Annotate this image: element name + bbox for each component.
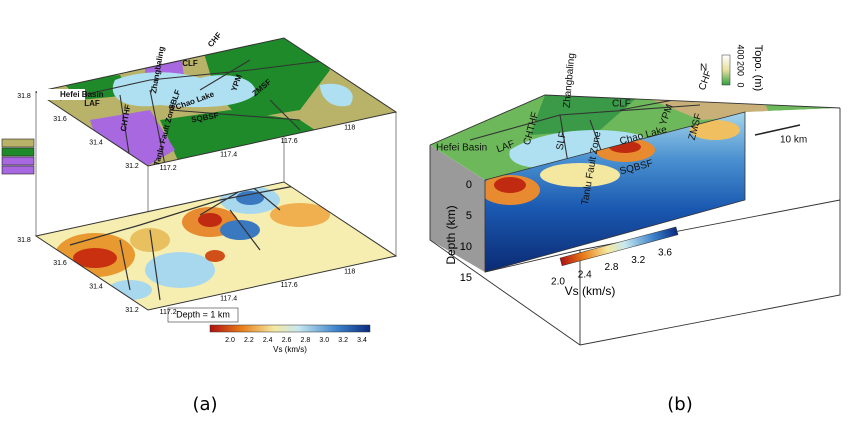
colorbar-tick-label: 2.4 — [263, 337, 273, 344]
colorbar-tick-label: 3.2 — [338, 337, 348, 344]
lon-tick-label: 117.2 — [160, 309, 177, 316]
colorbar-tick-label: 3.4 — [357, 337, 367, 344]
colorbar-tick-label: 2.0 — [551, 277, 565, 288]
colorbar-tick-label: 3.6 — [658, 248, 672, 259]
map-label: LAF — [84, 99, 100, 108]
topo-tick-label: 0 — [736, 82, 746, 87]
topo-label: Topo. (m) — [752, 45, 764, 91]
lon-tick-label: 117.2 — [160, 165, 177, 172]
lon-tick-label: 117.6 — [281, 138, 298, 145]
colorbar-label: Vs (km/s) — [273, 345, 307, 354]
colorbar-tick-label: 2.6 — [282, 337, 292, 344]
panel-a: Depth = 1 km — [1, 37, 398, 333]
lon-tick-label: 118 — [344, 268, 355, 275]
lat-tick-label: 31.8 — [17, 237, 31, 244]
colorbar-label: Vs (km/s) — [565, 284, 616, 298]
colorbar-tick-label: 2.2 — [244, 337, 254, 344]
caption: (a) — [192, 394, 217, 415]
topo-tick-label: 200 — [736, 61, 746, 76]
colorbar-tick-label: 2.8 — [605, 262, 619, 273]
panel-b — [429, 54, 841, 346]
depth-tick-label: 0 — [466, 179, 472, 191]
map-label: Hefei Basin — [436, 143, 487, 154]
map-frame — [34, 37, 398, 167]
depth-tick-label: 15 — [460, 272, 472, 284]
colorbar — [559, 226, 679, 267]
lon-tick-label: 117.4 — [220, 151, 237, 158]
map-label: CHF — [206, 30, 224, 48]
lat-tick-label: 31.4 — [89, 284, 103, 291]
lat-tick-label: 31.2 — [125, 307, 139, 314]
label-box — [37, 89, 85, 100]
box-outline — [429, 94, 841, 346]
tomography-map — [36, 182, 396, 310]
axis-label: Depth (km) — [444, 205, 458, 264]
map-label: CLF — [612, 99, 631, 110]
topo-colorbar — [721, 54, 731, 86]
depth-tick-label: 5 — [466, 210, 472, 222]
lon-tick-label: 118 — [344, 124, 355, 131]
lat-tick-label: 31.6 — [53, 260, 67, 267]
colorbar-tick-label: 3.0 — [319, 337, 329, 344]
caption: (b) — [667, 394, 692, 415]
lat-tick-label: 31.8 — [17, 93, 31, 100]
map-label: 10 km — [780, 135, 807, 146]
lat-tick-label: 31.4 — [89, 140, 103, 147]
colorbar-tick-label: 3.2 — [631, 255, 645, 266]
colorbar-tick-label: 2.8 — [301, 337, 311, 344]
box-side — [430, 145, 485, 272]
label-box — [167, 307, 239, 323]
map-label: Zhangbaling — [562, 53, 578, 109]
map-label: SLF — [555, 131, 569, 151]
lat-tick-label: 31.6 — [53, 116, 67, 123]
map-label: CLF — [182, 59, 198, 68]
map-label: Hefei Basin — [60, 90, 104, 99]
colorbar-tick-label: 2.0 — [225, 337, 235, 344]
lon-tick-label: 117.6 — [281, 282, 298, 289]
topo-tick-label: 400 — [736, 44, 746, 59]
section-frame — [484, 111, 746, 273]
map-label: N — [700, 63, 707, 74]
depth-tick-label: 10 — [460, 241, 472, 253]
depth-label: Depth = 1 km — [176, 309, 230, 319]
lon-tick-label: 117.4 — [220, 295, 237, 302]
colorbar-tick-label: 2.4 — [578, 269, 592, 280]
legend-boxes — [1, 138, 35, 175]
map-frame — [34, 181, 398, 311]
colorbar — [209, 324, 371, 333]
scale-bar — [754, 124, 801, 136]
lat-tick-label: 31.2 — [125, 163, 139, 170]
